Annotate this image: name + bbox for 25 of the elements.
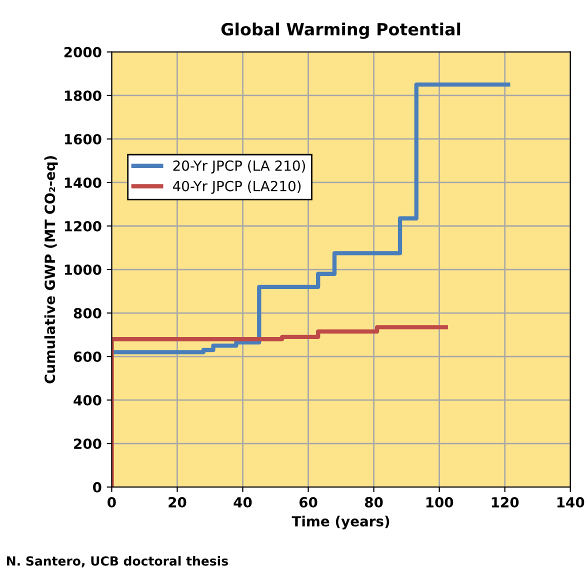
legend-label: 40-Yr JPCP (LA210)	[172, 180, 301, 194]
text: N. Santero, UCB doctoral thesis	[7, 556, 228, 568]
y-tick-label: 1200	[64, 220, 102, 232]
y-tick-label: 400	[74, 395, 102, 406]
chart-title: Global Warming Potential	[221, 22, 460, 39]
x-axis-title: Time (years)	[292, 516, 390, 530]
legend-label: 20-Yr JPCP (LA 210)	[173, 160, 306, 174]
x-tick-label: 60	[299, 497, 318, 508]
y-axis-title: Cumulative GWP (MT CO₂-eq)	[44, 156, 58, 384]
y-tick-label: 0	[93, 482, 102, 493]
y-tick-label: 200	[74, 438, 102, 450]
y-tick-label: 600	[74, 352, 102, 362]
y-tick-label: 800	[74, 308, 102, 318]
x-tick-label: 40	[234, 497, 252, 508]
x-tick-label: 100	[426, 497, 454, 508]
y-tick-label: 2000	[64, 46, 102, 58]
y-tick-label: 1000	[64, 264, 102, 275]
x-tick-label: 0	[108, 497, 116, 508]
y-tick-label: 1800	[64, 90, 102, 101]
y-tick-label: 1400	[64, 177, 102, 188]
x-tick-label: 80	[364, 497, 383, 508]
x-tick-label: 20	[168, 497, 186, 508]
y-tick-label: 1600	[64, 134, 102, 144]
x-tick-label: 120	[492, 497, 519, 508]
x-tick-label: 140	[557, 497, 584, 508]
